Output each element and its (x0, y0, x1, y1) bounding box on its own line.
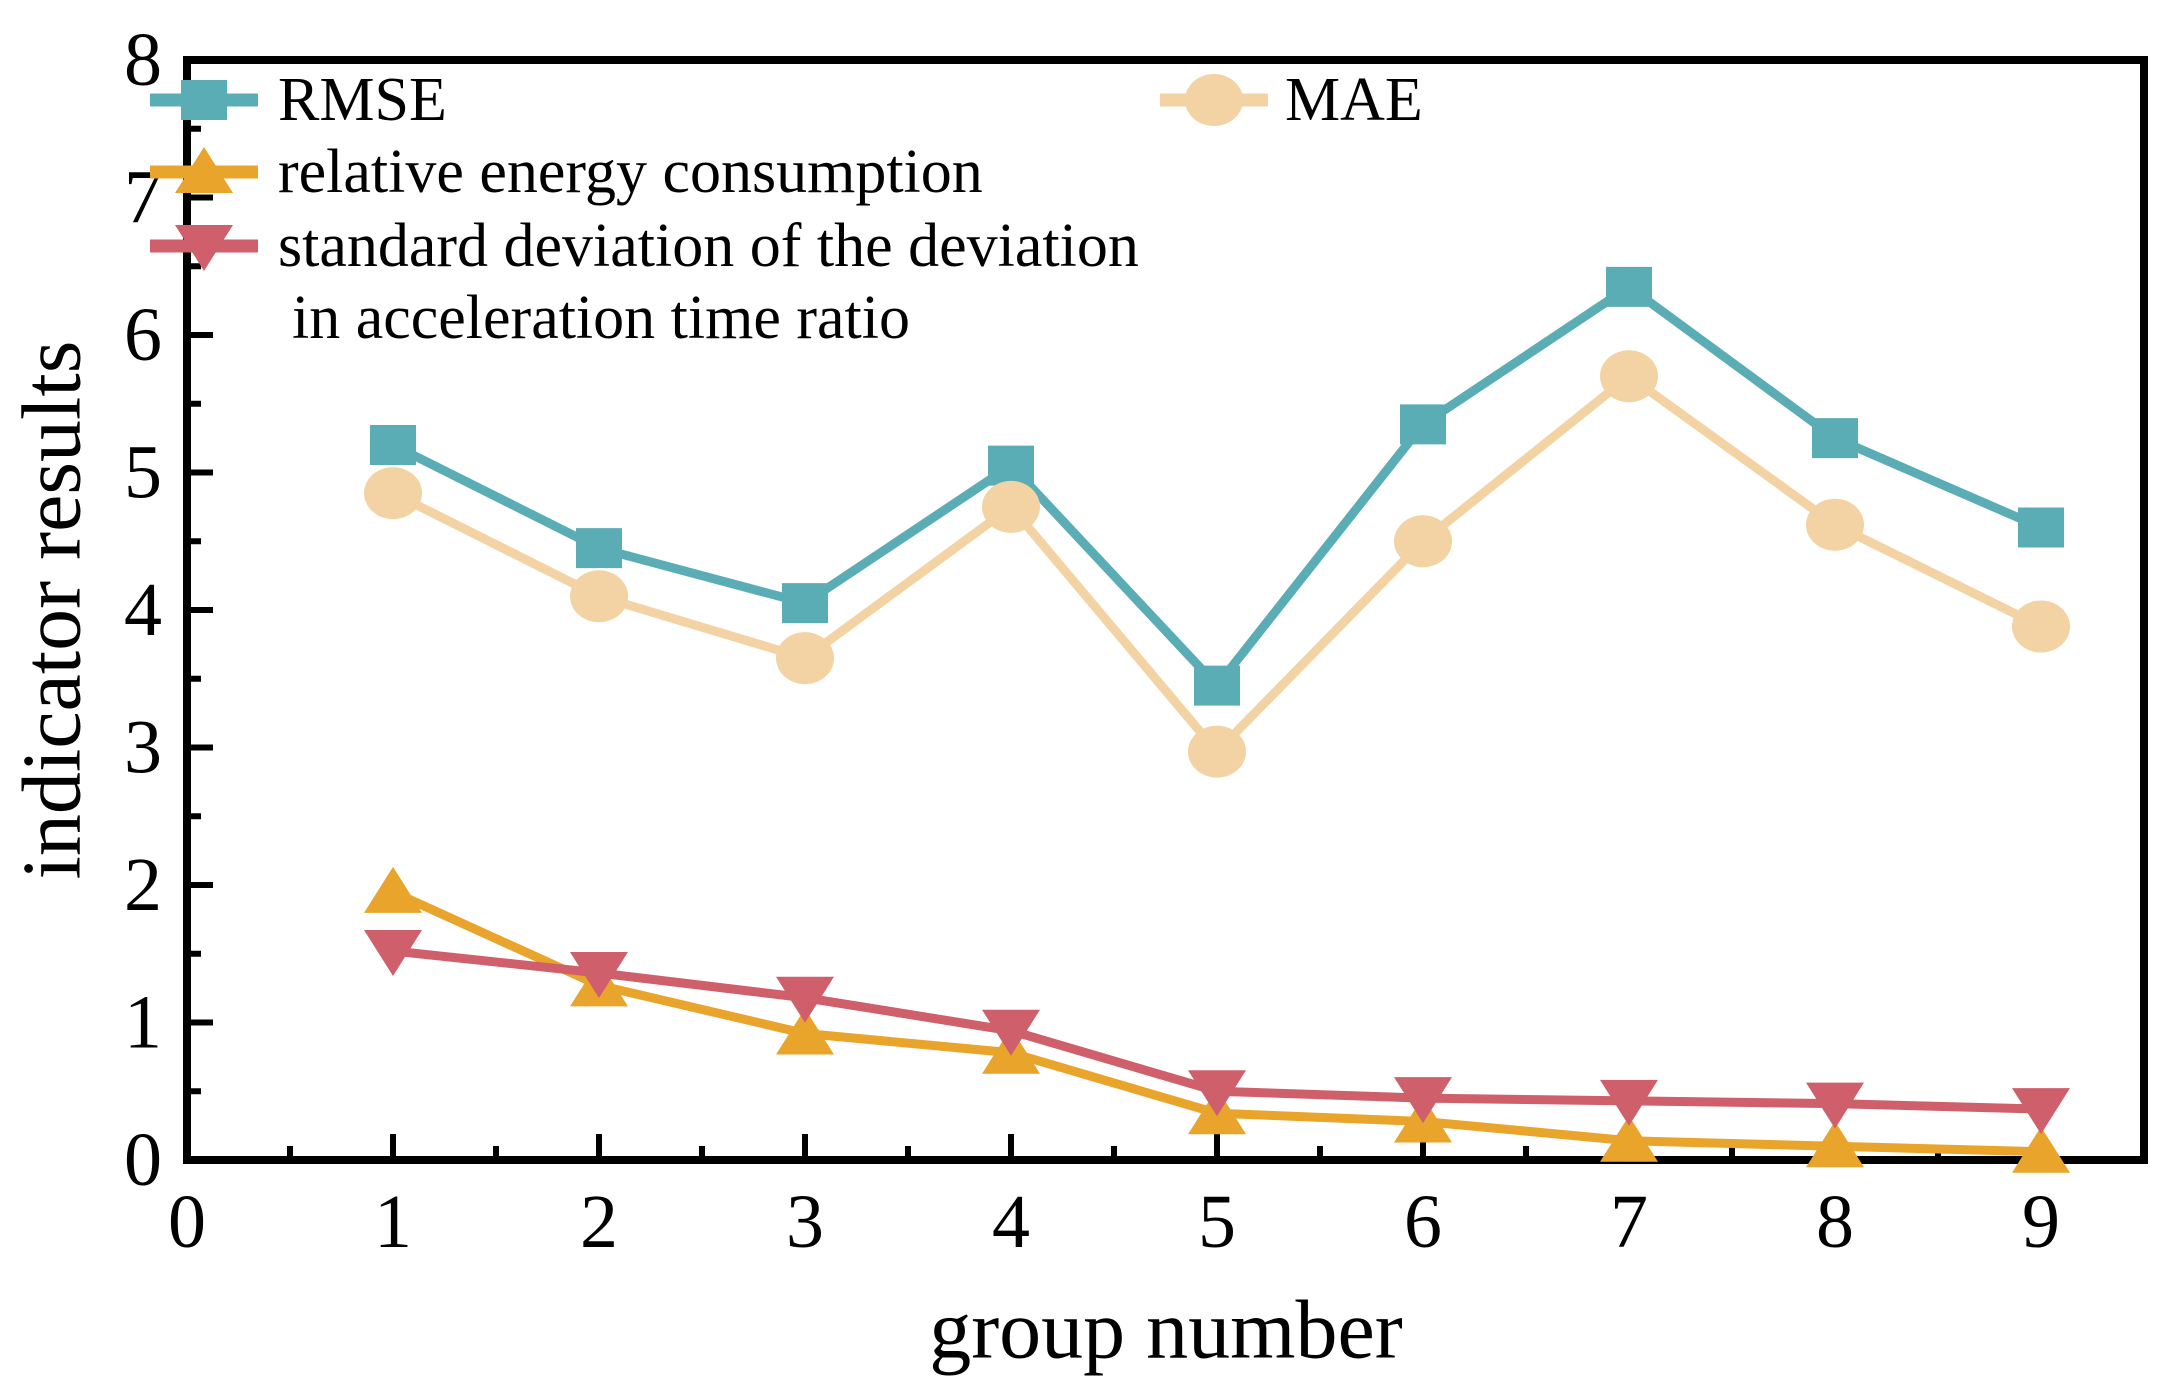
y-tick-label: 3 (124, 706, 162, 790)
y-axis-label: indicator results (6, 341, 99, 880)
series-standard-marker (570, 952, 628, 998)
series-relative-marker (1600, 1115, 1658, 1162)
series-rmse-marker (370, 425, 416, 465)
x-axis-label: group number (929, 1284, 1403, 1377)
series-rmse-marker (1400, 404, 1446, 445)
series-standard-marker (1600, 1079, 1658, 1126)
series-standard-marker (776, 976, 834, 1023)
series-rmse-marker (2018, 507, 2064, 548)
legend-marker-standard (175, 225, 233, 271)
y-tick-label: 5 (124, 431, 162, 515)
series-standard-marker (2012, 1088, 2070, 1135)
series-relative-marker (776, 1008, 834, 1055)
x-tick-label: 6 (1404, 1180, 1442, 1264)
series-standard-marker (364, 930, 422, 976)
series-mae-marker (1188, 725, 1246, 778)
legend-label-rmse: RMSE (278, 66, 447, 134)
series-rmse-marker (1606, 266, 1652, 307)
series-mae-marker (776, 632, 834, 685)
series-standard-marker (1806, 1082, 1864, 1129)
y-tick-label: 2 (124, 843, 162, 927)
series-mae-marker (570, 570, 628, 623)
series-mae-marker (1600, 350, 1658, 403)
series-mae-marker (1806, 498, 1864, 551)
series-standard-marker (1394, 1077, 1452, 1124)
legend-marker-mae (1185, 74, 1243, 126)
series-mae-marker (2012, 600, 2070, 653)
series-mae-marker (1394, 515, 1452, 568)
x-tick-label: 1 (374, 1180, 412, 1264)
series-mae-marker (982, 480, 1040, 533)
series-rmse-marker (1812, 418, 1858, 459)
y-tick-label: 0 (124, 1118, 162, 1202)
legend-label-stddev-line2: in acceleration time ratio (292, 284, 910, 352)
y-tick-label: 1 (124, 981, 162, 1065)
y-tick-label: 8 (124, 18, 162, 102)
series-layer (364, 266, 2070, 1173)
legend-label-stddev-line1: standard deviation of the deviation (278, 212, 1139, 280)
series-rmse-marker (576, 528, 622, 569)
series-mae-marker (364, 467, 422, 520)
x-tick-label: 4 (992, 1180, 1030, 1264)
series-rmse-marker (988, 445, 1034, 486)
y-tick-label: 4 (124, 568, 162, 652)
series-relative-marker (1806, 1121, 1864, 1168)
x-tick-label: 2 (580, 1180, 618, 1264)
series-standard-marker (982, 1009, 1040, 1056)
legend-label-relative-energy: relative energy consumption (278, 138, 983, 206)
x-tick-label: 3 (786, 1180, 824, 1264)
legend-marker-layer (150, 74, 1268, 271)
y-tick-label: 6 (124, 293, 162, 377)
x-tick-label: 5 (1198, 1180, 1236, 1264)
x-tick-label: 7 (1610, 1180, 1648, 1264)
series-relative-marker (2012, 1126, 2070, 1173)
series-standard-marker (1188, 1070, 1246, 1117)
series-rmse-marker (782, 583, 828, 624)
legend-label-mae: MAE (1285, 66, 1423, 134)
legend-marker-relative (175, 147, 233, 193)
x-tick-label: 9 (2022, 1180, 2060, 1264)
x-tick-label: 8 (1816, 1180, 1854, 1264)
series-relative-marker (364, 866, 422, 913)
legend-marker-rmse (181, 80, 227, 120)
series-rmse-marker (1194, 665, 1240, 706)
x-tick-label: 0 (168, 1180, 206, 1264)
